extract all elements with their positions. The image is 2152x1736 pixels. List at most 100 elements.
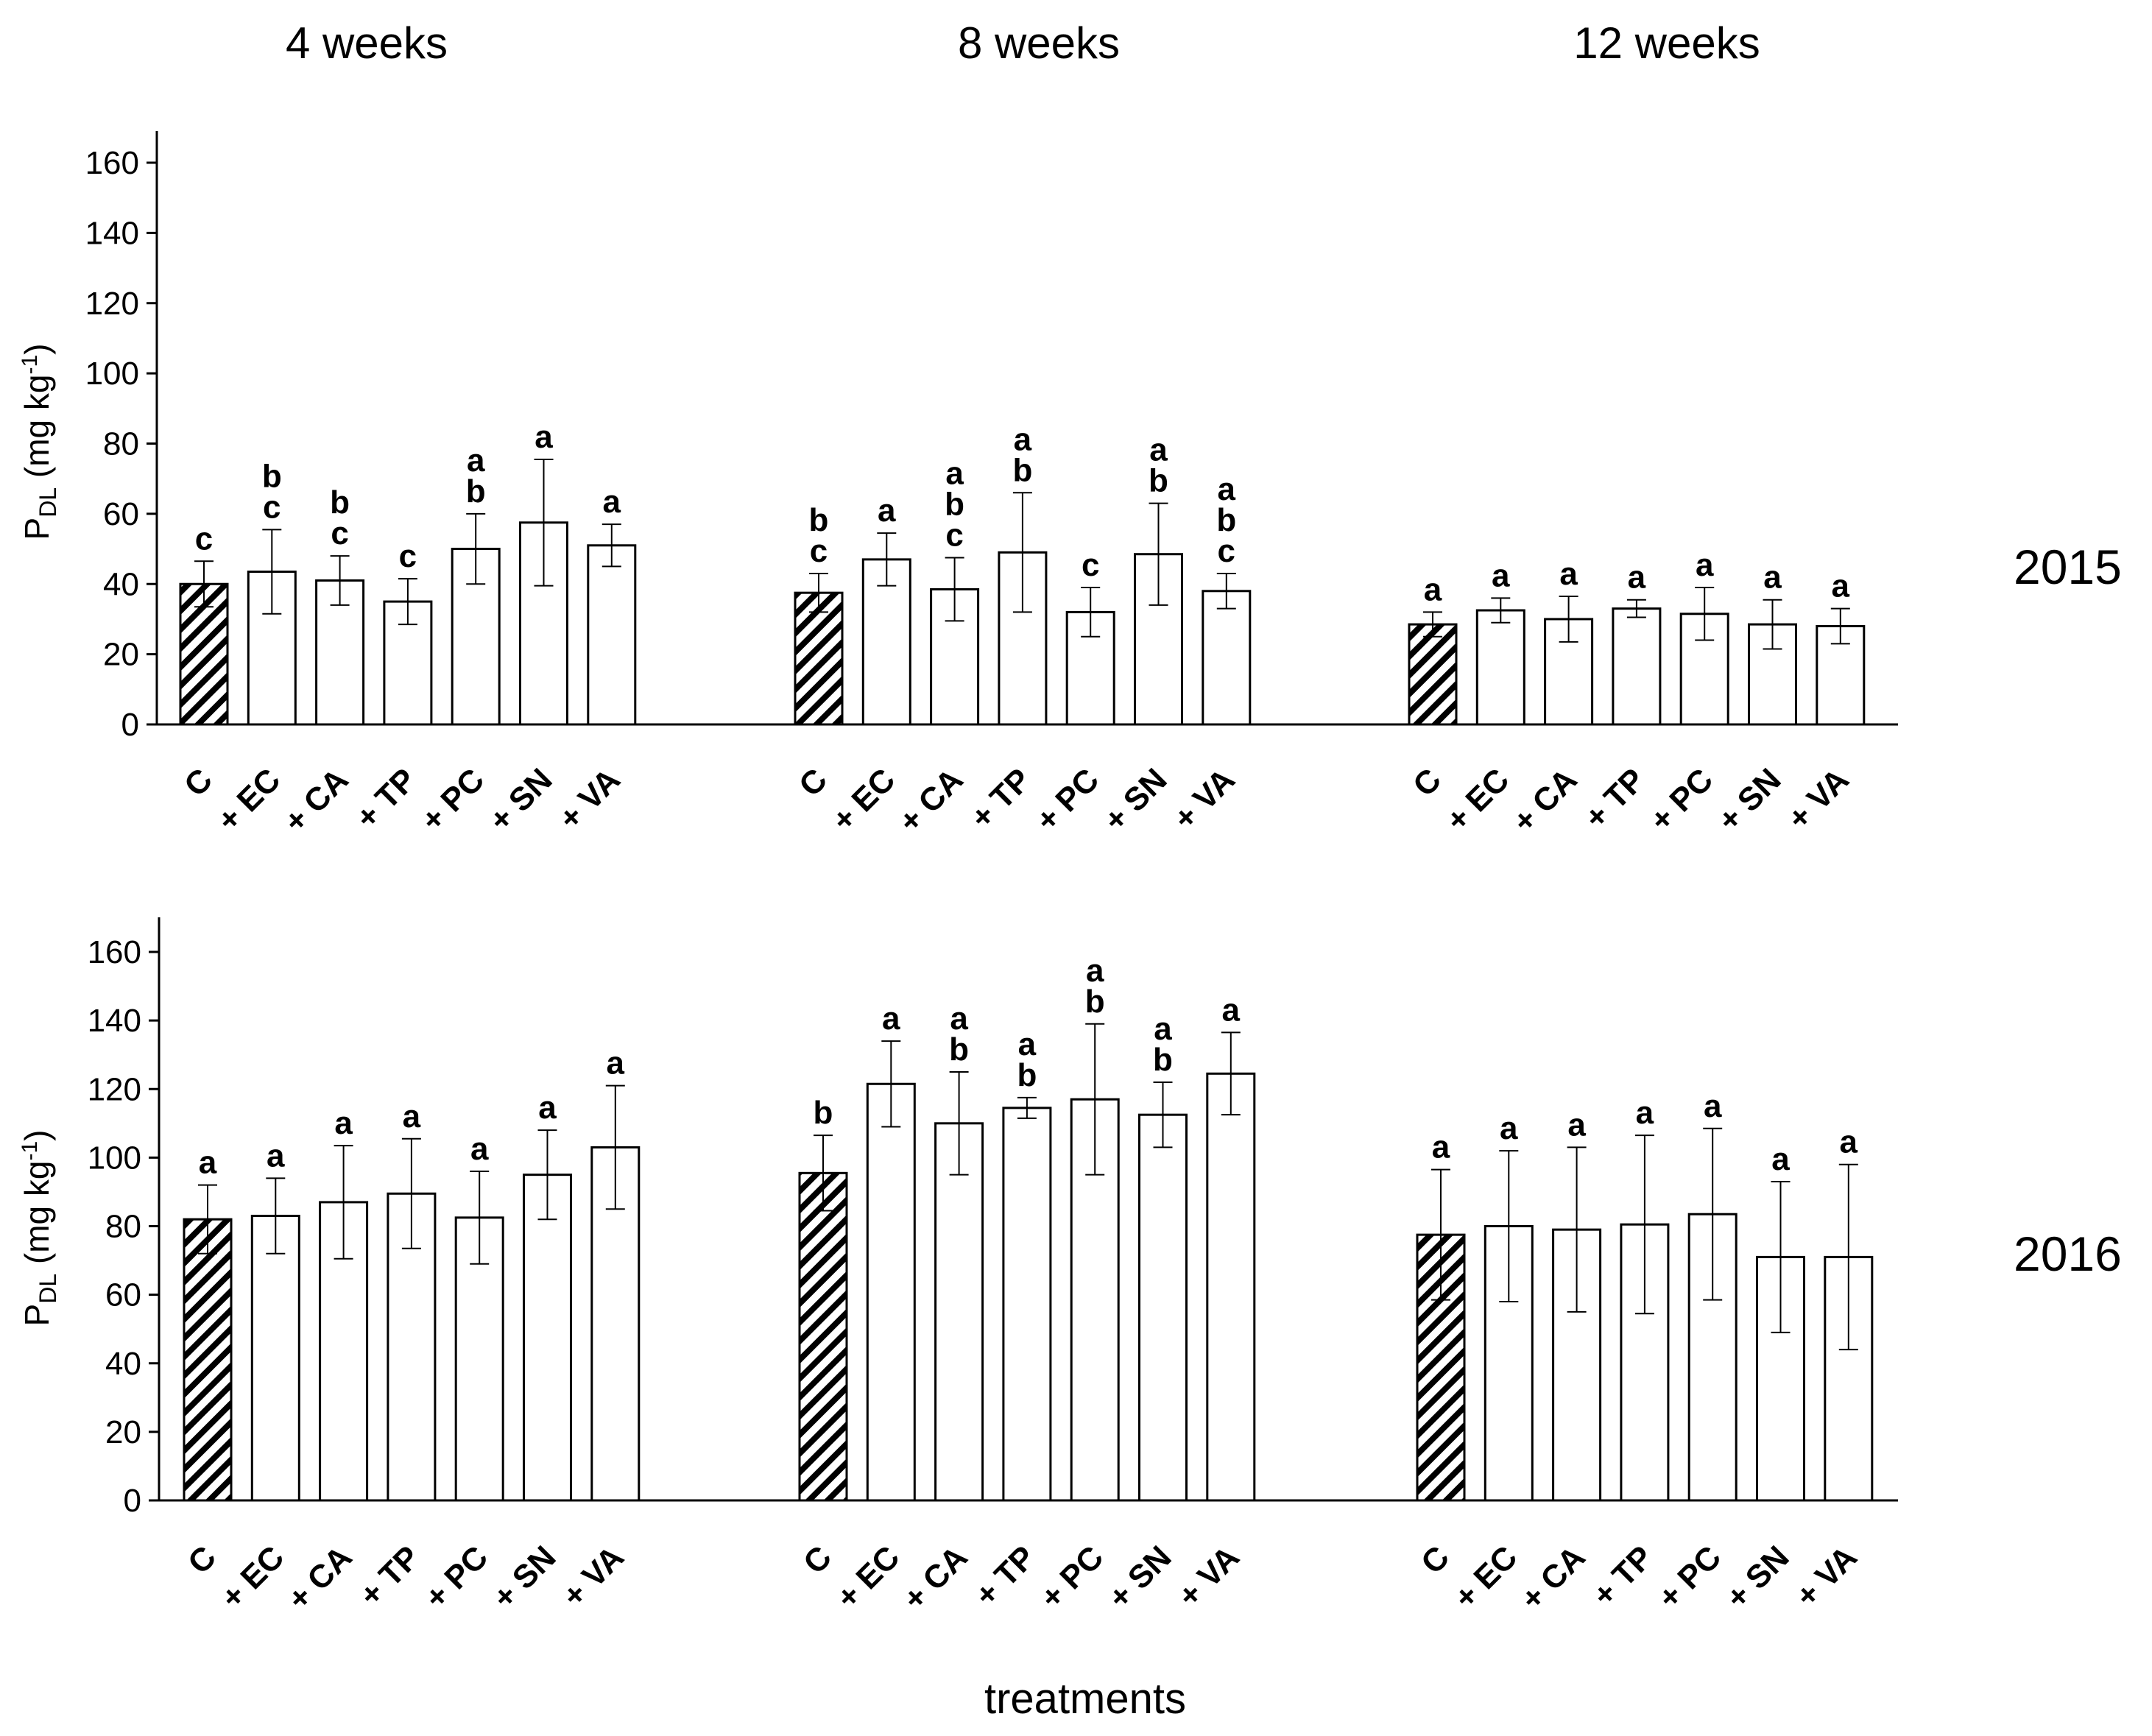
significance-letter: c (399, 538, 417, 574)
category-label: + PC (418, 1539, 495, 1616)
y-tick-label: 0 (124, 1483, 141, 1519)
y-axis-label-superscript: -1 (18, 1141, 42, 1161)
significance-letter: a (1636, 1095, 1654, 1131)
category-label: + EC (1439, 761, 1517, 839)
category-label: C (1414, 1539, 1456, 1581)
category-label: + VA (1788, 1539, 1863, 1614)
bar (1206, 1072, 1256, 1502)
category-label: + TP (1586, 1539, 1660, 1613)
significance-letter: a (1424, 571, 1442, 607)
year-label-2015: 2015 (2014, 540, 2122, 594)
category-label: + TP (353, 1539, 427, 1613)
significance-letter: a (1218, 471, 1236, 507)
chart-panel-2016: 0 20 40 60 80 100 120 140 160 PDL (mg kg-1) a Ca + E… (18, 917, 1898, 1617)
significance-letter: a (1154, 1011, 1172, 1047)
category-label: C (177, 761, 219, 803)
y-axis-label: PDL (mg kg-1) (18, 1130, 61, 1327)
bar (794, 591, 844, 726)
significance-letter: a (882, 1001, 900, 1037)
significance-letter: a (607, 1045, 625, 1082)
y-tick-label: 160 (85, 145, 139, 181)
y-tick-label: 100 (88, 1140, 141, 1176)
category-label: + CA (281, 1539, 359, 1617)
category-label: + CA (896, 1539, 974, 1617)
category-label: + TP (1578, 761, 1652, 836)
bar (861, 558, 911, 726)
bar (798, 1171, 848, 1502)
bar (1202, 590, 1252, 726)
significance-letter: a (1500, 1110, 1518, 1146)
significance-letter: b (466, 473, 486, 509)
significance-letter: a (1014, 421, 1032, 457)
period-title-8-weeks: 8 weeks (958, 18, 1120, 68)
significance-letter: a (1567, 1107, 1586, 1143)
y-axis-label-subscript: DL (35, 487, 61, 518)
significance-letter: a (1559, 556, 1578, 592)
y-axis-label-unit: (mg kg (18, 375, 56, 487)
category-label: + CA (892, 761, 970, 839)
y-tick-label: 40 (103, 566, 139, 602)
significance-letter: b (1216, 502, 1236, 538)
significance-letter: a (1696, 547, 1714, 583)
significance-letter: a (535, 419, 553, 455)
category-label: + SN (486, 1539, 563, 1616)
significance-letter: b (1149, 463, 1168, 499)
significance-letter: a (470, 1131, 489, 1167)
significance-letter: a (1628, 560, 1646, 596)
y-tick-label: 20 (105, 1414, 141, 1450)
category-label: + VA (1166, 761, 1241, 836)
significance-letter: a (538, 1090, 557, 1126)
y-tick-label: 0 (121, 707, 139, 743)
category-label: + EC (825, 761, 903, 839)
y-tick-label: 140 (85, 215, 139, 251)
significance-letter: a (1222, 992, 1241, 1028)
y-tick-label: 100 (85, 356, 139, 392)
bar (1138, 1113, 1188, 1502)
category-label: + TP (968, 1539, 1043, 1613)
category-label: + SN (1719, 1539, 1796, 1616)
bar (866, 1082, 916, 1502)
category-label: + PC (414, 761, 492, 839)
category-label: + PC (1643, 761, 1721, 839)
category-label: + VA (551, 761, 627, 836)
significance-letter: b (945, 486, 964, 522)
y-tick-label: 120 (88, 1071, 141, 1107)
y-tick-label: 60 (103, 496, 139, 532)
significance-letter: b (1085, 984, 1105, 1020)
period-title-4-weeks: 4 weeks (286, 18, 448, 68)
category-label: + CA (1506, 761, 1584, 839)
significance-letter: c (263, 489, 281, 525)
category-label: + SN (1711, 761, 1788, 839)
category-label: C (181, 1539, 223, 1581)
significance-letter: a (1432, 1129, 1450, 1165)
significance-letter: a (1840, 1124, 1858, 1160)
significance-letter: a (1832, 568, 1850, 604)
category-label: + PC (1034, 1539, 1111, 1616)
significance-letter: a (1763, 560, 1782, 596)
category-label: + SN (1097, 761, 1174, 839)
significance-letter: b (949, 1031, 969, 1068)
significance-letter: a (267, 1137, 285, 1174)
bar (454, 1216, 504, 1502)
category-label: + VA (1171, 1539, 1246, 1614)
significance-letter: b (1012, 452, 1032, 488)
significance-letter: a (1704, 1088, 1722, 1124)
significance-letter: a (950, 1001, 968, 1037)
significance-letter: a (945, 455, 964, 491)
y-tick-label: 60 (105, 1277, 141, 1313)
y-tick-label: 80 (105, 1209, 141, 1245)
significance-letter: c (331, 515, 348, 551)
y-axis-label-subscript: DL (35, 1274, 61, 1304)
significance-letter: a (603, 484, 621, 520)
significance-letter: c (1218, 533, 1235, 569)
significance-letter: a (1771, 1141, 1790, 1177)
category-label: + EC (214, 1539, 292, 1616)
y-tick-label: 160 (88, 934, 141, 970)
bar (934, 1122, 984, 1502)
bar (1612, 607, 1662, 726)
bar (1002, 1107, 1052, 1502)
y-axis-label-superscript: -1 (18, 355, 42, 375)
y-tick-label: 40 (105, 1346, 141, 1382)
category-label: + TP (964, 761, 1038, 836)
